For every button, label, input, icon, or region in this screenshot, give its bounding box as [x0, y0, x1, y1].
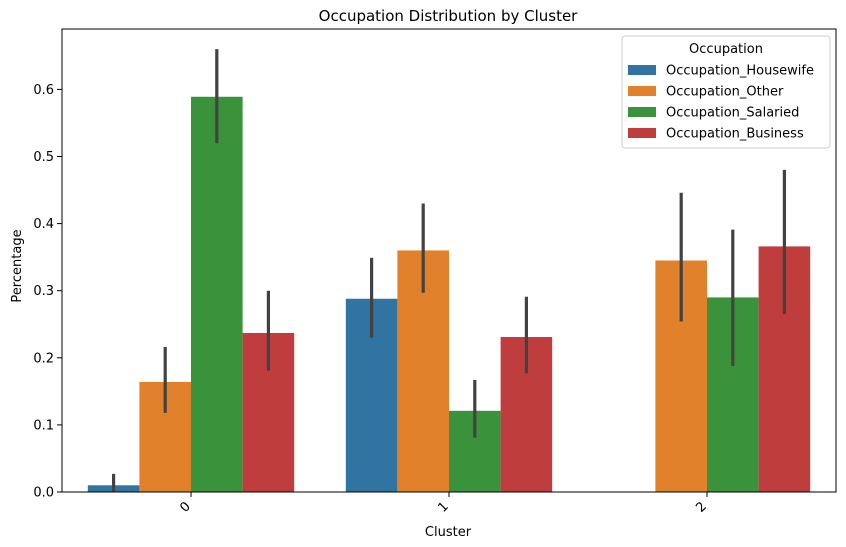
legend-swatch-Occupation_Salaried: [628, 107, 656, 117]
x-tick-label: 0: [177, 499, 193, 515]
y-tick-label: 0.3: [33, 284, 54, 299]
y-axis-label: Percentage: [10, 229, 25, 302]
legend-swatch-Occupation_Other: [628, 86, 656, 96]
legend-label-Occupation_Other: Occupation_Other: [666, 85, 784, 100]
legend-swatch-Occupation_Business: [628, 128, 656, 138]
legend: Occupation Occupation_Housewife Occupation…: [621, 35, 831, 149]
x-axis-label: Cluster: [425, 525, 472, 540]
x-tick-label: 1: [435, 499, 451, 515]
y-tick-label: 0.4: [33, 217, 54, 232]
bar-Occupation_Salaried-cluster-0: [191, 96, 243, 492]
y-tick-label: 0.0: [33, 486, 54, 501]
legend-label-Occupation_Housewife: Occupation_Housewife: [666, 64, 814, 79]
x-tick-label: 2: [693, 499, 709, 515]
y-tick-label: 0.2: [33, 351, 54, 366]
chart-title: Occupation Distribution by Cluster: [319, 7, 579, 25]
legend-title: Occupation: [689, 42, 763, 57]
y-tick-label: 0.6: [33, 83, 54, 98]
y-tick-label: 0.1: [33, 418, 54, 433]
legend-swatch-Occupation_Housewife: [628, 65, 656, 75]
legend-label-Occupation_Salaried: Occupation_Salaried: [666, 106, 799, 121]
error-bars-layer: [111, 49, 787, 492]
legend-box: [621, 35, 831, 149]
y-tick-label: 0.5: [33, 150, 54, 165]
bars-layer: [87, 96, 811, 492]
legend-label-Occupation_Business: Occupation_Business: [666, 127, 804, 142]
